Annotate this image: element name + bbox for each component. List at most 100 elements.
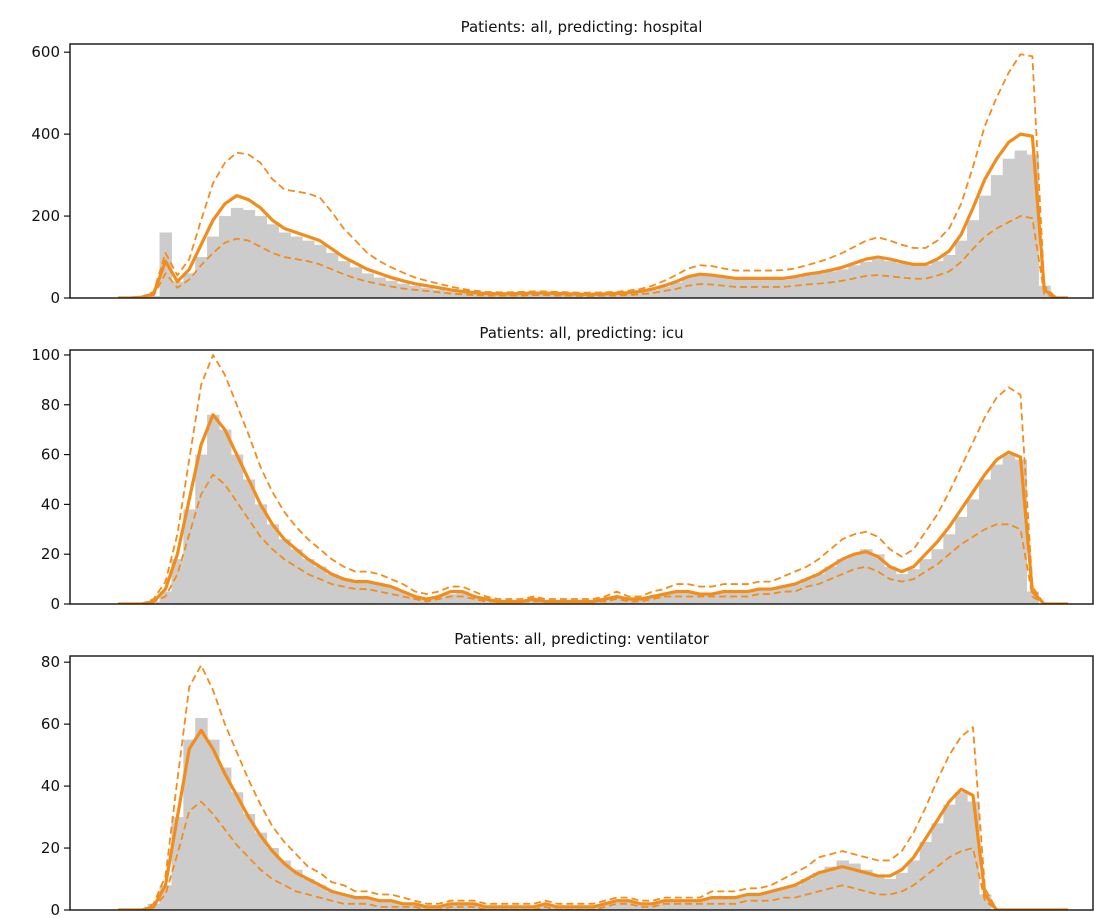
actual-bar xyxy=(670,282,683,298)
actual-bar xyxy=(218,767,232,910)
actual-bar xyxy=(171,281,184,298)
actual-bar xyxy=(848,265,861,298)
actual-bar xyxy=(266,848,279,910)
panel-title: Patients: all, predicting: hospital xyxy=(461,18,703,36)
actual-bar xyxy=(337,579,351,604)
actual-bar xyxy=(682,277,695,298)
actual-bar xyxy=(658,900,671,910)
actual-bar xyxy=(302,240,315,298)
actual-bar xyxy=(812,273,826,298)
actual-bar xyxy=(670,900,683,910)
actual-bar xyxy=(978,479,992,604)
actual-bar xyxy=(788,277,802,298)
lower-line xyxy=(118,215,1068,298)
actual-bar xyxy=(1002,454,1016,604)
actual-bar xyxy=(361,273,374,298)
actual-bar xyxy=(432,596,446,604)
actual-bar xyxy=(919,265,933,298)
actual-bar xyxy=(717,277,731,298)
actual-bar xyxy=(883,261,897,298)
actual-bar xyxy=(349,581,363,604)
actual-bar xyxy=(397,283,410,298)
actual-bar xyxy=(622,293,636,298)
actual-bar xyxy=(361,581,374,604)
actual-bar xyxy=(634,903,648,910)
actual-bar xyxy=(218,429,232,604)
actual-bar xyxy=(765,891,778,910)
y-tick-label: 40 xyxy=(41,777,60,795)
actual-bar xyxy=(753,894,766,910)
actual-bar xyxy=(468,596,481,604)
actual-bar xyxy=(373,277,386,298)
actual-bar xyxy=(729,591,743,604)
actual-bar xyxy=(622,900,636,910)
actual-bar xyxy=(230,207,244,298)
actual-bar xyxy=(456,292,469,298)
y-tick-label: 200 xyxy=(31,207,60,225)
actual-bar xyxy=(824,271,838,298)
actual-bar xyxy=(266,224,279,298)
actual-bar xyxy=(278,232,291,298)
actual-bar xyxy=(337,261,351,298)
actual-bar xyxy=(729,279,743,298)
actual-bar xyxy=(349,897,363,910)
actual-bar xyxy=(266,524,279,604)
actual-bar xyxy=(800,579,814,604)
actual-bar xyxy=(646,596,659,604)
actual-bar xyxy=(242,209,256,298)
actual-bar xyxy=(610,293,624,298)
actual-bar xyxy=(183,739,196,910)
actual-bar xyxy=(254,216,268,298)
actual-bar xyxy=(990,464,1004,604)
actual-bar xyxy=(943,534,956,604)
y-tick-label: 0 xyxy=(50,595,60,613)
actual-bar xyxy=(848,554,861,604)
actual-bar xyxy=(777,586,790,604)
y-tick-label: 20 xyxy=(41,839,60,857)
actual-bar xyxy=(741,279,754,298)
actual-bar xyxy=(337,894,351,910)
actual-bar xyxy=(646,289,659,298)
plot-area xyxy=(118,53,1068,298)
actual-bar xyxy=(302,559,315,604)
actual-bar xyxy=(385,900,398,910)
actual-bar xyxy=(693,594,707,604)
plot-area xyxy=(118,664,1068,910)
plot-area xyxy=(118,354,1068,604)
actual-bar xyxy=(693,275,707,298)
actual-bar xyxy=(955,516,968,604)
panel-2: Patients: all, predicting: icu 0 20 40 60 80 1… xyxy=(31,324,1094,613)
actual-bar xyxy=(895,574,909,604)
actual-bar xyxy=(634,291,648,298)
actual-bar xyxy=(812,574,826,604)
actual-bar xyxy=(610,900,624,910)
actual-bar xyxy=(682,900,695,910)
axes-frame xyxy=(69,349,1094,605)
actual-bar xyxy=(207,739,220,910)
actual-bar xyxy=(622,599,636,604)
actual-bar xyxy=(313,566,327,604)
actual-bar xyxy=(207,414,220,604)
actual-bar xyxy=(1002,158,1016,298)
actual-bar xyxy=(658,286,671,298)
actual-bar xyxy=(361,897,374,910)
actual-bar xyxy=(931,549,944,604)
actual-bar xyxy=(480,293,493,298)
actual-bar xyxy=(777,279,790,298)
actual-bar xyxy=(741,591,754,604)
actual-bar xyxy=(765,589,778,604)
actual-bar xyxy=(492,293,505,298)
actual-bar xyxy=(955,792,968,910)
actual-bar xyxy=(919,559,933,604)
lower-line xyxy=(118,800,1068,910)
actual-bar xyxy=(741,894,754,910)
actual-bar xyxy=(242,813,256,910)
actual-bar xyxy=(254,832,268,910)
upper-line xyxy=(118,354,1068,604)
actual-bar xyxy=(777,888,790,910)
actual-bar xyxy=(717,591,731,604)
actual-bar xyxy=(872,554,885,604)
actual-bar xyxy=(444,594,458,604)
actual-bar xyxy=(420,287,434,298)
